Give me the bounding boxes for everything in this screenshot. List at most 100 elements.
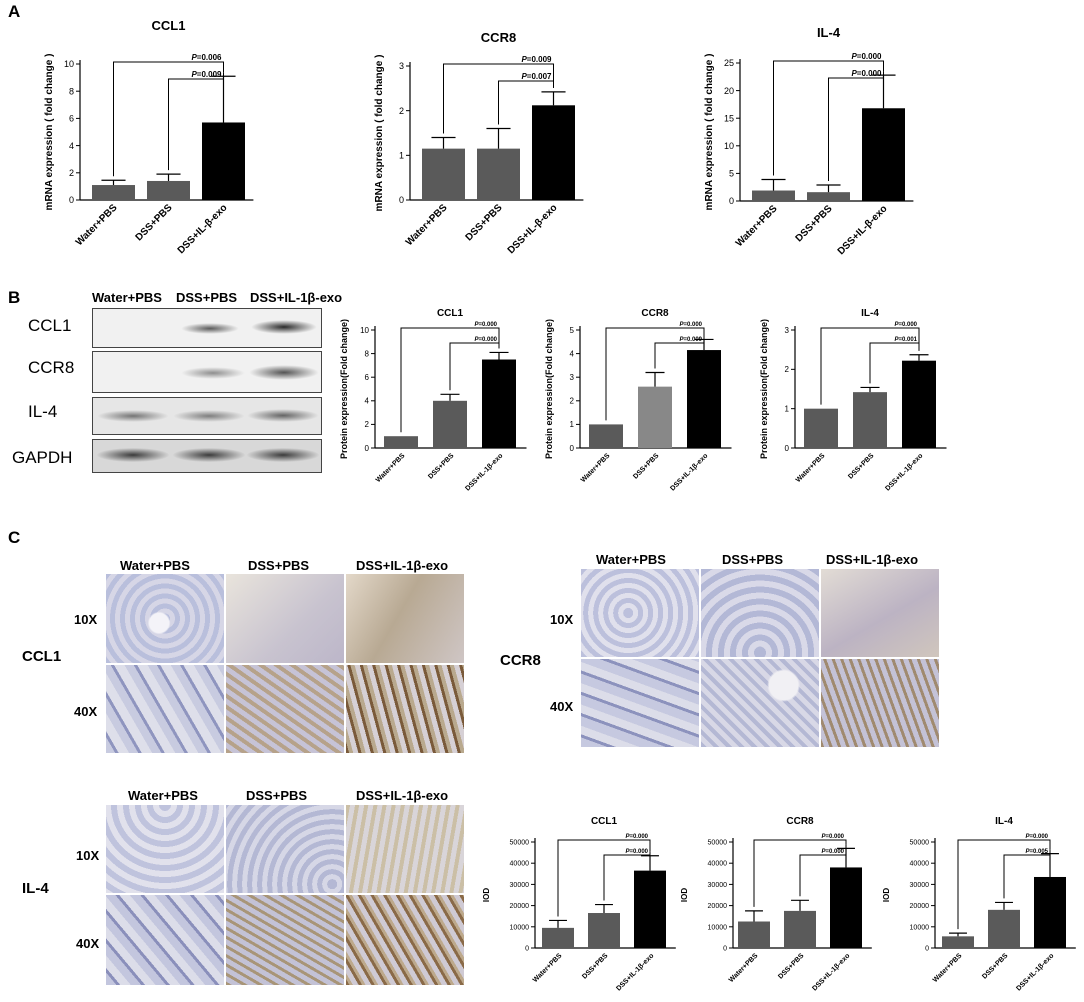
bar xyxy=(738,921,770,948)
ihc-ccr8-marker: CCR8 xyxy=(500,652,541,669)
significance-bracket xyxy=(443,63,554,134)
chart-c-ccr8: CCR8 0 10000 20000 30000 40000 50000 IOD Water+P… xyxy=(678,812,878,1002)
p-value: =0.000 xyxy=(629,834,648,840)
y-tick-label: 30000 xyxy=(510,882,530,889)
category-label: DSS+PBS xyxy=(777,952,805,980)
chart-b-ccr8: CCR8 0 1 2 3 4 5 Protein expression(Fold change… xyxy=(535,300,750,525)
blot-label-ccl1: CCL1 xyxy=(28,316,72,335)
y-tick-label: 10000 xyxy=(510,924,530,931)
p-symbol: P xyxy=(1025,849,1030,855)
y-tick-label: 0 xyxy=(925,945,929,952)
chart-title: IL-4 xyxy=(861,308,879,319)
p-symbol: P xyxy=(821,849,826,855)
ihc-tile xyxy=(105,894,225,986)
chart-title: IL-4 xyxy=(995,816,1013,827)
bar xyxy=(202,122,245,200)
y-tick-label: 0 xyxy=(723,945,727,952)
y-tick-label: 2 xyxy=(399,106,404,116)
y-axis-label: Protein expression(Fold change) xyxy=(544,319,554,459)
bar xyxy=(92,185,135,200)
blot-band xyxy=(173,448,245,462)
significance-bracket xyxy=(498,80,554,125)
blot-strip-gapdh xyxy=(92,439,322,473)
significance-bracket xyxy=(449,342,500,391)
p-value-label: P=0.007 xyxy=(521,72,552,81)
chart-svg: CCR8 0 10000 20000 30000 40000 50000 IOD Water+P… xyxy=(680,816,872,992)
y-tick-label: 5 xyxy=(729,169,734,179)
ihc-tile xyxy=(345,573,465,664)
y-tick-label: 0 xyxy=(365,444,370,453)
category-label: DSS+PBS xyxy=(427,452,455,480)
chart-title: CCR8 xyxy=(481,30,516,45)
y-tick-label: 40000 xyxy=(510,861,530,868)
y-tick-label: 1 xyxy=(785,404,790,413)
y-tick-label: 3 xyxy=(785,326,790,335)
bar xyxy=(784,910,816,948)
y-tick-label: 40000 xyxy=(910,861,930,868)
y-tick-label: 50000 xyxy=(510,839,530,846)
bar xyxy=(807,192,850,201)
p-value: =0.000 xyxy=(898,322,917,328)
ihc-ccr8-col-dss-il1b-exo: DSS+IL-1β-exo xyxy=(826,552,919,567)
panel-label-a: A xyxy=(8,2,21,21)
y-axis-label: Protein expression(Fold change) xyxy=(759,319,769,459)
chart-a-ccl1: CCL1 0 2 4 6 8 10 mRNA expression ( fold change… xyxy=(20,18,320,288)
bar xyxy=(634,870,666,948)
category-label: Water+PBS xyxy=(580,452,612,484)
chart-a-il4: IL-4 0 5 10 15 20 25 mRNA expression ( fold cha… xyxy=(680,25,980,280)
ihc-il4-col-dss-pbs: DSS+PBS xyxy=(246,788,308,803)
significance-bracket xyxy=(557,839,651,917)
chart-svg: IL-4 0 5 10 15 20 25 mRNA expression ( fold cha… xyxy=(704,25,914,257)
y-tick-label: 8 xyxy=(69,86,74,96)
bar xyxy=(589,424,623,448)
chart-svg: CCL1 0 2 4 6 8 10 mRNA expression ( fold change… xyxy=(44,18,254,256)
p-symbol: P xyxy=(474,322,479,328)
y-tick-label: 0 xyxy=(525,945,529,952)
p-symbol: P xyxy=(191,70,197,79)
ihc-tile xyxy=(225,664,345,754)
y-tick-label: 2 xyxy=(365,420,370,429)
chart-title: IL-4 xyxy=(817,25,841,40)
p-value-label: P=0.009 xyxy=(521,55,552,64)
category-label: DSS+IL-1β-exo xyxy=(884,452,924,492)
category-label: DSS+PBS xyxy=(632,452,660,480)
y-tick-label: 10 xyxy=(64,59,74,69)
y-tick-label: 20000 xyxy=(910,903,930,910)
p-symbol: P xyxy=(821,834,826,840)
y-tick-label: 20000 xyxy=(510,903,530,910)
p-value: =0.009 xyxy=(527,55,552,64)
chart-svg: IL-4 0 1 2 3 Protein expression(Fold change) W… xyxy=(759,308,947,492)
ihc-ccl1-10x: 10X xyxy=(74,612,98,627)
category-label: DSS+IL-β-exo xyxy=(506,202,560,256)
category-label: Water+PBS xyxy=(728,952,760,984)
ihc-tile xyxy=(345,664,465,754)
p-value: =0.000 xyxy=(683,322,702,328)
significance-bracket xyxy=(799,844,847,897)
significance-bracket xyxy=(168,72,224,171)
bar xyxy=(422,148,465,200)
p-value: =0.001 xyxy=(898,337,917,343)
chart-svg: CCL1 0 10000 20000 30000 40000 50000 IOD Water+P… xyxy=(482,816,676,992)
bar xyxy=(588,913,620,948)
ihc-ccr8-col-water-pbs: Water+PBS xyxy=(596,552,666,567)
ihc-il4-col-dss-il1b-exo: DSS+IL-1β-exo xyxy=(356,788,449,803)
p-value-label: P=0.000 xyxy=(821,834,844,840)
p-value-label: P=0.009 xyxy=(679,337,702,343)
p-value-label: P=0.000 xyxy=(851,69,882,78)
p-symbol: P xyxy=(1025,834,1030,840)
category-label: DSS+IL-1β-exo xyxy=(1015,952,1055,992)
y-tick-label: 4 xyxy=(365,397,370,406)
p-value: =0.000 xyxy=(825,834,844,840)
y-tick-label: 0 xyxy=(785,444,790,453)
chart-svg: CCR8 0 1 2 3 4 5 Protein expression(Fold change… xyxy=(544,308,732,492)
ihc-tile xyxy=(105,664,225,754)
p-value-label: P=0.005 xyxy=(1025,849,1048,855)
significance-bracket xyxy=(828,71,884,181)
y-tick-label: 0 xyxy=(570,444,575,453)
western-blot: Water+PBS DSS+PBS DSS+IL-1β-exo CCL1 CCR… xyxy=(0,286,342,476)
category-label: Water+PBS xyxy=(74,202,120,248)
significance-bracket xyxy=(753,839,847,907)
panel-label-c: C xyxy=(8,528,21,547)
y-tick-label: 3 xyxy=(399,61,404,71)
category-label: Water+PBS xyxy=(375,452,407,484)
